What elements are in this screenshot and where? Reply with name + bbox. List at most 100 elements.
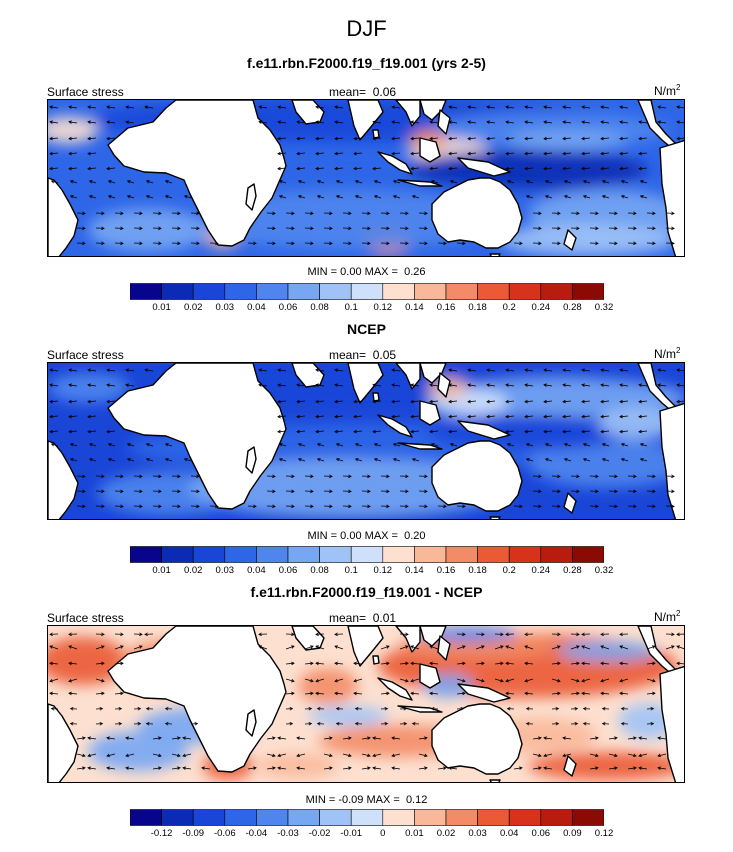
land-newGuinea	[457, 420, 511, 440]
vector-shaft	[602, 195, 610, 199]
vector-head	[201, 766, 205, 770]
vector-shaft	[317, 195, 325, 199]
vector-shaft	[600, 106, 610, 109]
vector-shaft	[602, 180, 610, 184]
vector-shaft	[361, 753, 371, 757]
vector-head	[652, 226, 656, 231]
vector-head	[595, 766, 599, 770]
vector-head	[524, 429, 528, 434]
vector-head	[329, 241, 333, 246]
land-asiaNorth	[419, 626, 447, 647]
vector-head	[614, 736, 618, 740]
vector-shaft	[296, 400, 306, 403]
vector-head	[137, 706, 142, 711]
vector-head	[316, 443, 321, 447]
colorbar-swatch	[350, 809, 384, 826]
vector-shaft	[68, 692, 78, 695]
vector-shaft	[49, 400, 59, 403]
vector-shaft	[448, 767, 458, 770]
vector-head	[544, 195, 549, 199]
vector-head	[562, 368, 566, 372]
vector-head	[581, 399, 585, 404]
vector-shaft	[543, 753, 553, 757]
vector-head	[575, 645, 580, 649]
vector-head	[289, 706, 294, 711]
vector-head	[258, 105, 262, 109]
vector-shaft	[165, 195, 173, 199]
vector-head	[562, 736, 566, 740]
colorbar-tick-label: 0.04	[499, 828, 519, 839]
vector-head	[671, 474, 675, 479]
vector-head	[538, 226, 542, 231]
vector-head	[125, 766, 129, 770]
vector-shaft	[51, 180, 59, 184]
vector-shaft	[619, 415, 629, 418]
vector-head	[158, 226, 162, 231]
vector-head	[277, 136, 281, 141]
vector-head	[505, 414, 509, 419]
vector-shaft	[355, 458, 363, 462]
vector-head	[106, 368, 110, 372]
vector-head	[467, 368, 471, 372]
vector-head	[139, 211, 143, 216]
vector-shaft	[608, 753, 618, 757]
vector-shaft	[106, 753, 116, 757]
vector-head	[49, 429, 53, 434]
vector-head	[182, 753, 187, 758]
vector-head	[144, 368, 148, 372]
vector-head	[582, 458, 587, 462]
vector-shaft	[391, 415, 401, 418]
vector-shaft	[619, 152, 629, 155]
vector-head	[88, 443, 93, 447]
vector-head	[291, 474, 295, 479]
land-java	[397, 705, 443, 713]
vector-head	[543, 105, 547, 109]
vector-shaft	[106, 384, 116, 387]
colorbar-tick-label: -0.03	[277, 828, 299, 839]
vector-head	[125, 736, 129, 740]
vector-head	[391, 120, 395, 124]
vector-shaft	[68, 137, 78, 140]
vector-head	[296, 736, 300, 740]
vector-head	[329, 489, 333, 494]
vector-head	[651, 678, 656, 683]
vector-head	[581, 645, 586, 649]
panel-1-map-svg	[48, 100, 684, 256]
colorbar-tick-label: -0.04	[245, 828, 268, 839]
vector-shaft	[524, 121, 534, 124]
vector-head	[373, 195, 378, 199]
vector-shaft	[619, 167, 629, 170]
vector-head	[633, 211, 637, 216]
vector-shaft	[87, 415, 97, 418]
vector-head	[633, 736, 637, 740]
vector-head	[657, 368, 661, 372]
colorbar-swatch	[192, 546, 226, 563]
vector-head	[652, 474, 656, 479]
vector-shaft	[68, 678, 78, 682]
colorbar-tick-label: 0.28	[563, 302, 582, 313]
vector-head	[619, 429, 623, 434]
vector-shaft	[410, 692, 420, 695]
vector-shaft	[448, 384, 458, 387]
panel-1-max-label: MAX =	[364, 266, 398, 278]
vector-head	[581, 383, 585, 387]
vector-shaft	[355, 195, 363, 199]
land-tasmania	[489, 779, 501, 782]
colorbar-tick-label: 0.01	[152, 302, 171, 313]
vector-shaft	[418, 767, 428, 770]
vector-head	[391, 383, 395, 387]
vector-shaft	[467, 106, 477, 109]
vector-shaft	[524, 369, 534, 372]
vector-shaft	[429, 430, 439, 433]
vector-head	[334, 414, 338, 419]
colorbar-tick-label: 0.14	[405, 302, 424, 313]
vector-shaft	[526, 443, 534, 447]
vector-head	[505, 105, 509, 109]
vector-head	[334, 399, 338, 404]
vector-shaft	[505, 137, 515, 140]
vector-head	[538, 211, 542, 216]
vector-head	[524, 399, 528, 404]
vector-head	[69, 721, 74, 726]
vector-head	[500, 632, 504, 637]
vector-head	[467, 414, 471, 419]
